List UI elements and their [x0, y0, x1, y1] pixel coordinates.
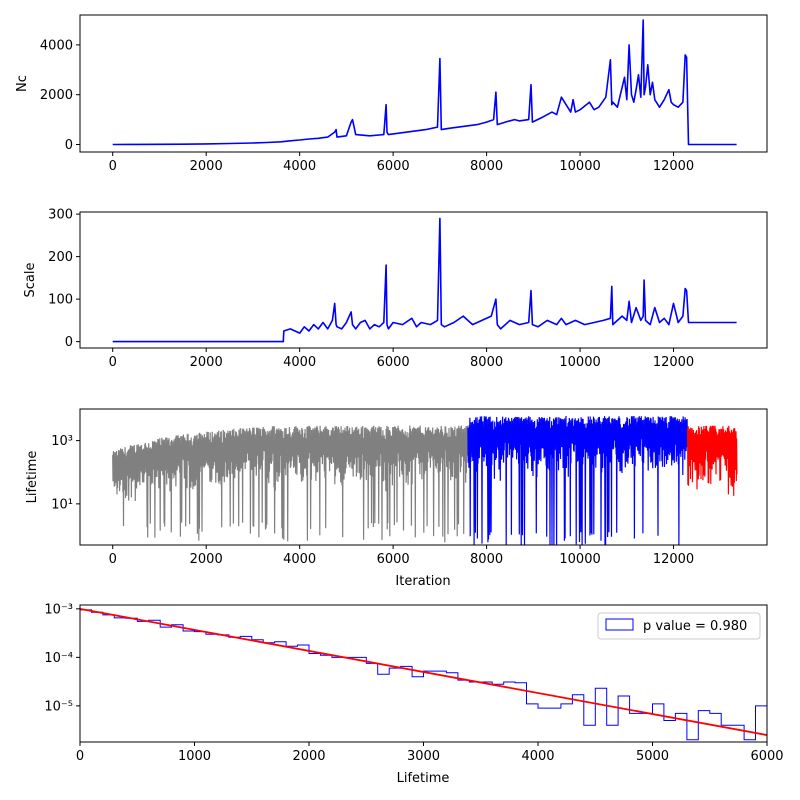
y-tick-label: 2000	[40, 88, 73, 103]
histogram-plot-area: 0 1000 2000 3000 4000 5000 6000 10⁻⁵ 10⁻⁴ 10⁻³	[44, 602, 783, 764]
y-tick-label: 10¹	[51, 497, 73, 512]
x-tick-label: 5000	[636, 749, 669, 764]
panel-nc: 0 2000 4000 6000 8000 10000 12000 0 2000 4000 Nc	[15, 14, 768, 174]
x-tick-label: 4000	[283, 159, 316, 174]
fit-line	[80, 607, 767, 736]
x-tick-label: 3000	[407, 749, 440, 764]
y-tick-label: 10⁻⁵	[44, 699, 73, 714]
y-tick-label: 10³	[51, 434, 73, 449]
x-tick-label: 2000	[292, 749, 325, 764]
x-tick-label: 2000	[190, 159, 223, 174]
x-tick-label: 1000	[178, 749, 211, 764]
histogram-steps	[80, 609, 767, 742]
clipped-plot	[112, 217, 737, 343]
x-tick-label: 2000	[190, 355, 223, 370]
x-tick-label: 6000	[377, 355, 410, 370]
y-tick-label: 200	[48, 250, 73, 265]
x-tick-label: 12000	[653, 552, 694, 567]
x-tick-label: 0	[109, 552, 117, 567]
clipped-plot	[112, 19, 737, 146]
scale-plot-area: 0 2000 4000 6000 8000 10000 12000 0 100 200 300	[48, 208, 737, 370]
x-tick-label: 8000	[470, 355, 503, 370]
series-line	[112, 217, 737, 343]
y-tick-label: 10⁻³	[44, 602, 73, 617]
y-tick-label: 100	[48, 293, 73, 308]
nc-plot-area: 0 2000 4000 6000 8000 10000 12000 0 2000 4000	[40, 19, 737, 174]
lifetime-ylabel: Lifetime	[25, 451, 40, 504]
x-tick-label: 6000	[377, 552, 410, 567]
lifetime-trace	[112, 425, 469, 543]
lifetime-plot-area: 0 2000 4000 6000 8000 10000 12000 10¹ 10³	[51, 415, 738, 567]
histogram-axes-frame	[79, 604, 768, 743]
x-tick-label: 4000	[521, 749, 554, 764]
panel-scale: 0 2000 4000 6000 8000 10000 12000 0 100 200 300 Sc…	[23, 208, 768, 370]
x-tick-label: 4000	[283, 552, 316, 567]
lifetime-trace	[687, 425, 738, 496]
x-tick-label: 6000	[750, 749, 783, 764]
x-tick-label: 8000	[470, 552, 503, 567]
legend-swatch	[605, 618, 634, 631]
x-tick-label: 10000	[559, 355, 600, 370]
clipped-plot	[112, 415, 738, 545]
legend-box	[597, 612, 761, 640]
x-tick-label: 6000	[377, 159, 410, 174]
histogram-xlabel: Lifetime	[397, 771, 450, 786]
y-tick-label: 4000	[40, 38, 73, 53]
lifetime-xlabel: Iteration	[395, 574, 450, 589]
x-tick-label: 0	[109, 159, 117, 174]
legend: p value = 0.980	[597, 612, 761, 640]
nc-axes-frame	[79, 14, 768, 153]
x-tick-label: 8000	[470, 159, 503, 174]
x-tick-label: 10000	[559, 159, 600, 174]
x-tick-label: 12000	[653, 355, 694, 370]
panel-lifetime: 0 2000 4000 6000 8000 10000 12000 10¹ 10³ Lifeti…	[25, 408, 768, 589]
y-tick-label: 0	[65, 335, 73, 350]
clipped-plot	[80, 607, 767, 742]
y-tick-label: 0	[65, 138, 73, 153]
series-line	[112, 19, 737, 146]
panel-histogram: 0 1000 2000 3000 4000 5000 6000 10⁻⁵ 10⁻⁴ 10⁻³ Li…	[44, 602, 783, 786]
x-tick-label: 10000	[559, 552, 600, 567]
x-tick-label: 0	[109, 355, 117, 370]
x-tick-label: 0	[76, 749, 84, 764]
x-tick-label: 12000	[653, 159, 694, 174]
lifetime-axes-frame	[79, 408, 768, 546]
x-tick-label: 4000	[283, 355, 316, 370]
scale-axes-frame	[79, 211, 768, 349]
nc-ylabel: Nc	[15, 75, 30, 92]
x-tick-label: 2000	[190, 552, 223, 567]
scale-ylabel: Scale	[23, 263, 38, 298]
legend-label: p value = 0.980	[643, 619, 747, 634]
lifetime-trace	[467, 415, 688, 545]
y-tick-label: 300	[48, 208, 73, 223]
y-tick-label: 10⁻⁴	[44, 651, 73, 666]
